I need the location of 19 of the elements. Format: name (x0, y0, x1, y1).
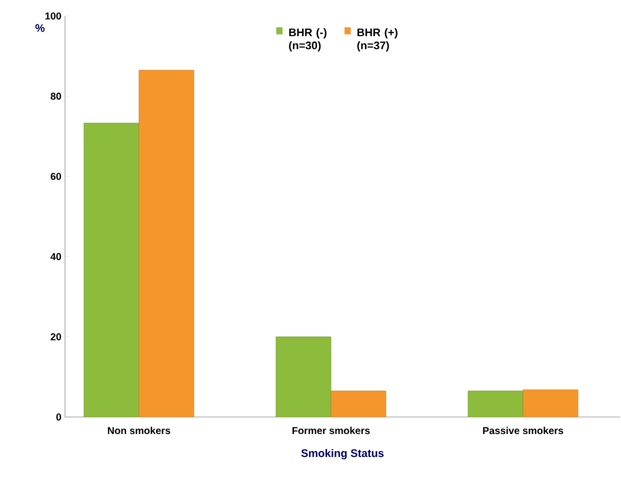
bar (468, 390, 524, 417)
bar (138, 70, 194, 417)
x-tick-label: Former smokers (292, 426, 370, 434)
y-tick-label: 60 (50, 172, 62, 180)
y-tick-label: 100 (45, 12, 62, 20)
bar (84, 122, 140, 417)
legend-label: BHR (-) (n=30) (289, 28, 326, 52)
bar (330, 390, 386, 417)
y-tick-label: 20 (50, 333, 62, 340)
legend-label: BHR (+) (n=37) (357, 28, 398, 52)
bar (522, 390, 578, 417)
x-tick-label: Passive smokers (483, 426, 564, 434)
bar (276, 336, 332, 417)
x-tick-label: Non smokers (108, 426, 170, 434)
y-tick-label: 0 (56, 413, 62, 421)
y-axis-title: % (35, 24, 45, 32)
x-axis-title: Smoking Status (301, 449, 384, 460)
y-tick-label: 40 (50, 253, 62, 260)
y-tick-label: 80 (50, 92, 62, 100)
